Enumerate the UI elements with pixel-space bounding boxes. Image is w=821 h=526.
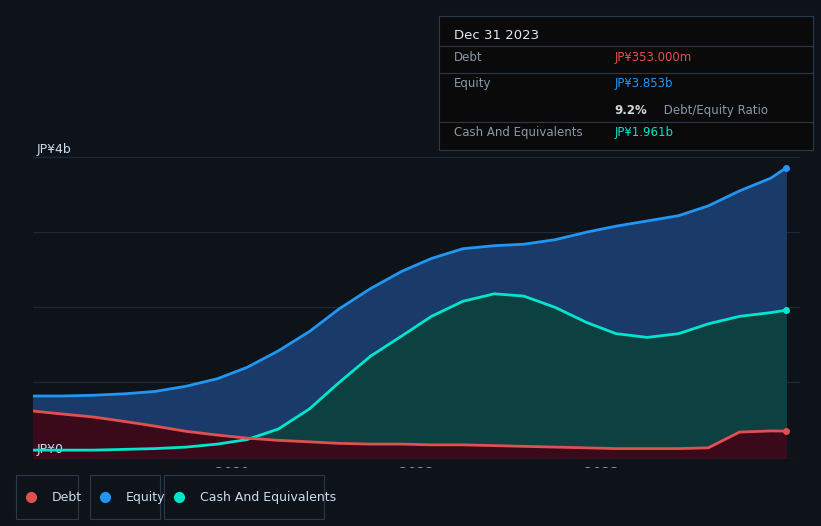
Text: Equity: Equity (126, 491, 165, 503)
Text: JP¥0: JP¥0 (36, 443, 63, 456)
Text: JP¥4b: JP¥4b (36, 143, 71, 156)
Text: JP¥1.961b: JP¥1.961b (615, 126, 674, 139)
Text: JP¥3.853b: JP¥3.853b (615, 77, 673, 90)
Text: Cash And Equivalents: Cash And Equivalents (454, 126, 583, 139)
Text: JP¥353.000m: JP¥353.000m (615, 50, 692, 64)
Text: 9.2%: 9.2% (615, 104, 648, 117)
Text: Debt/Equity Ratio: Debt/Equity Ratio (659, 104, 768, 117)
Text: Debt: Debt (454, 50, 483, 64)
Text: Dec 31 2023: Dec 31 2023 (454, 29, 539, 42)
Text: Debt: Debt (52, 491, 82, 503)
Text: Cash And Equivalents: Cash And Equivalents (200, 491, 336, 503)
Text: Equity: Equity (454, 77, 492, 90)
